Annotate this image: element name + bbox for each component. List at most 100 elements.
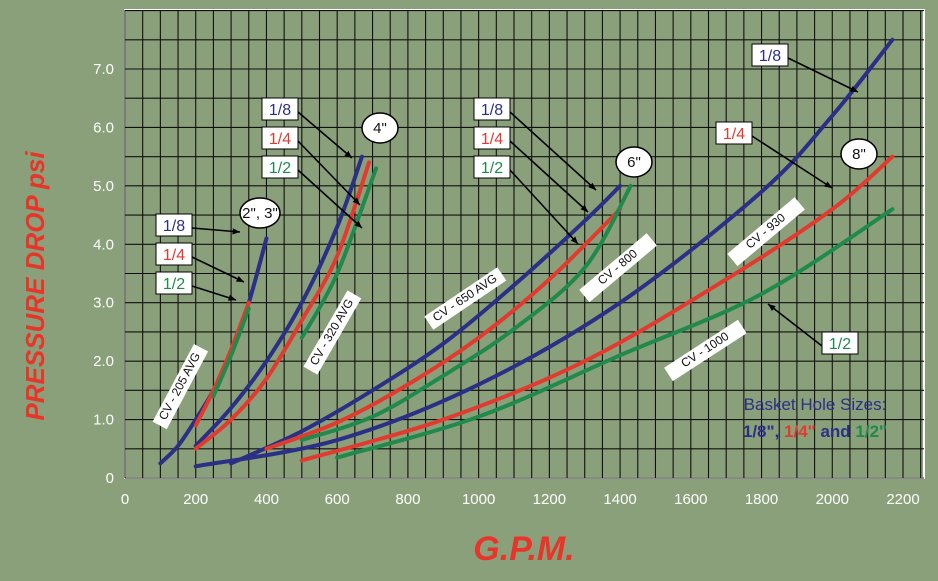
y-tick-label: 0 (106, 470, 114, 487)
curves (158, 37, 895, 469)
data-point (265, 359, 268, 363)
data-point (618, 301, 622, 304)
y-tick-label: 6.0 (93, 119, 114, 136)
size-label-g6-box (473, 97, 511, 121)
leader-arrow-head (232, 228, 240, 235)
leader-arrow-head (228, 294, 236, 301)
size-label-g8: 1/4 (723, 126, 745, 143)
size-oval-4-oval (361, 112, 399, 144)
size-label-g23: 1/8 (163, 218, 185, 235)
data-point (300, 438, 304, 442)
y-axis-title: PRESSURE DROP psi (20, 151, 50, 421)
size-label-g6: 1/8 (481, 102, 503, 119)
x-tick-label: 2200 (886, 491, 919, 508)
size-oval-4: 4" (373, 120, 387, 137)
data-point (583, 359, 586, 363)
size-oval-6: 6" (627, 154, 641, 171)
leader-arrow-head (354, 220, 362, 228)
x-tick-label: 1600 (674, 491, 707, 508)
data-point (300, 301, 304, 304)
data-point (247, 301, 250, 304)
x-tick-label: 800 (395, 491, 420, 508)
data-point (512, 327, 516, 331)
data-point (618, 184, 622, 188)
leader-arrow (297, 140, 361, 206)
leader-arrow (509, 140, 589, 213)
data-point (724, 278, 728, 281)
curve-1-4 (264, 207, 623, 451)
data-point (583, 266, 586, 269)
leader-arrow (191, 227, 241, 233)
leader-arrow (509, 169, 579, 245)
leader-arrow-head (352, 197, 360, 205)
leader-arrow (297, 111, 353, 159)
leader-arrow (191, 285, 237, 301)
data-point (176, 444, 180, 448)
data-point (335, 272, 339, 275)
data-point (335, 438, 339, 442)
data-point (265, 447, 268, 450)
data-point (360, 155, 364, 158)
x-tick-label: 1000 (462, 491, 495, 508)
size-label-g6: 1/2 (481, 160, 503, 177)
axis-ticks: 0 200 400 600 800 1000 1200 1400 1600 1800 2000 220… (93, 61, 920, 508)
x-axis-title: G.P.M. (473, 530, 574, 568)
data-point (194, 424, 197, 427)
size-label-g8-bottom-box (821, 331, 859, 355)
data-point (406, 383, 410, 386)
size-oval-2-3: 2", 3" (242, 205, 278, 222)
data-point (477, 336, 480, 339)
data-point (512, 283, 516, 287)
size-label-g8: 1/8 (759, 48, 781, 65)
size-label-g4-box (261, 155, 299, 179)
size-label-g4: 1/8 (269, 102, 291, 119)
size-oval-8: 8" (852, 146, 866, 163)
size-oval-2-3-oval (239, 197, 281, 229)
data-point (442, 374, 445, 377)
data-point (442, 418, 445, 421)
data-point (760, 292, 763, 296)
cv-label-1000-bg (664, 319, 747, 382)
size-oval-6-oval (615, 146, 653, 178)
data-point (229, 354, 233, 357)
curve-1-2 (299, 183, 633, 443)
leader-arrow-head (236, 275, 244, 282)
size-label-g4: 1/2 (269, 160, 291, 177)
legend-title: Basket Hole Sizes: (744, 395, 887, 414)
size-label-g6: 1/4 (481, 131, 503, 148)
data-point (194, 465, 197, 468)
data-point (212, 395, 215, 398)
cv-label-320-bg (303, 290, 362, 375)
data-point (335, 421, 339, 424)
leader-arrow (191, 256, 245, 283)
size-label-g23-box (155, 271, 193, 295)
legend-items: 1/8", 1/4" and 1/2" (743, 422, 887, 441)
size-label-g4-box (261, 97, 299, 121)
x-tick-label: 1800 (745, 491, 778, 508)
size-label-g4: 1/4 (269, 131, 291, 148)
x-tick-label: 200 (183, 491, 208, 508)
data-point (629, 184, 632, 188)
x-tick-label: 400 (254, 491, 279, 508)
data-point (477, 415, 480, 418)
data-point (760, 190, 763, 193)
y-tick-label: 1.0 (93, 412, 114, 429)
size-label-g23: 1/4 (163, 247, 185, 264)
size-label-g23: 1/2 (163, 276, 185, 293)
data-point (300, 430, 304, 433)
data-point (477, 383, 480, 386)
data-point (265, 237, 268, 240)
x-tick-label: 600 (325, 491, 350, 508)
legend-item-1-8: 1/8" (743, 422, 775, 441)
data-point (583, 219, 586, 223)
size-label-g23-box (155, 213, 193, 237)
leader-arrow-head (344, 150, 352, 158)
size-label-g8-bottom: 1/2 (829, 336, 851, 353)
leader-arrow-head (588, 182, 596, 190)
data-point (371, 389, 374, 392)
data-point (891, 208, 894, 211)
data-point (831, 208, 834, 211)
data-point (891, 38, 894, 41)
leader-arrow (509, 111, 597, 191)
